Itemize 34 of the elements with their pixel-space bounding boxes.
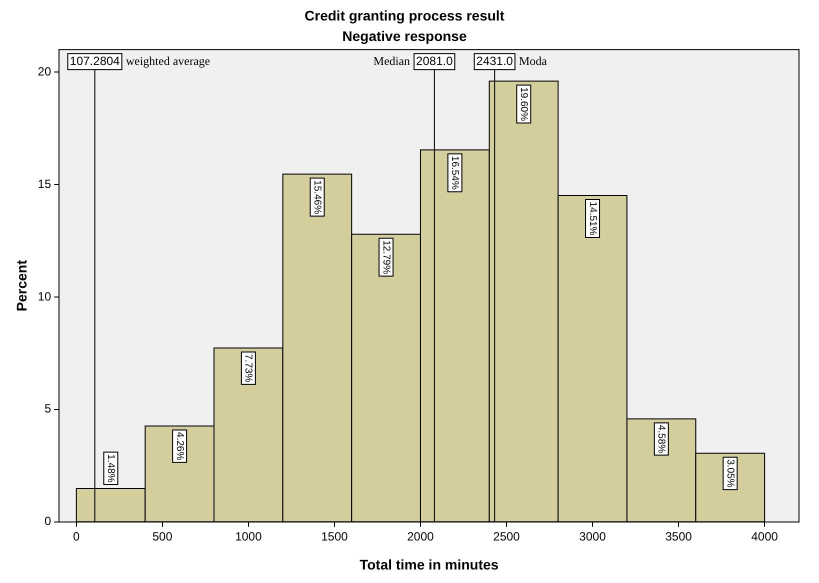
y-tick-label: 20 xyxy=(38,64,52,78)
y-tick-label: 5 xyxy=(44,402,52,416)
data-label: 14.51% xyxy=(586,202,598,236)
ref-line-label: 2431.0 xyxy=(476,54,514,68)
x-tick-label: 1000 xyxy=(235,529,262,544)
x-tick-label: 3500 xyxy=(665,529,692,544)
data-label: 3.05% xyxy=(724,459,736,488)
y-axis-title: Percent xyxy=(13,260,30,312)
x-tick-label: 3000 xyxy=(579,529,606,544)
ref-line-label: 107.2804 xyxy=(70,54,120,68)
x-axis-title: Total time in minutes xyxy=(360,556,499,572)
annotation: Moda xyxy=(518,54,548,68)
x-tick-label: 2000 xyxy=(407,529,434,544)
chart-title: Credit granting process result xyxy=(304,7,505,24)
data-label: 1.48% xyxy=(105,454,116,483)
x-tick-label: 4000 xyxy=(751,529,778,544)
data-label: 4.26% xyxy=(174,432,185,460)
data-label: 16.54% xyxy=(449,156,460,190)
x-tick-label: 1500 xyxy=(321,529,348,544)
x-tick-label: 0 xyxy=(73,529,80,544)
ref-line-label: 2081.0 xyxy=(416,54,454,68)
data-label: 19.60% xyxy=(518,87,529,122)
y-tick-label: 10 xyxy=(38,289,52,304)
data-label: 7.73% xyxy=(242,354,254,382)
chart-subtitle: Negative response xyxy=(342,28,467,44)
y-tick-label: 0 xyxy=(44,514,52,528)
data-label: 12.79% xyxy=(380,240,392,274)
data-label: 4.58% xyxy=(656,424,667,454)
x-tick-label: 2500 xyxy=(493,529,520,544)
y-tick-label: 15 xyxy=(38,176,52,191)
data-label: 15.46% xyxy=(311,180,322,214)
annotation: weighted average xyxy=(126,54,210,68)
x-tick-label: 500 xyxy=(152,529,173,544)
annotation: Median xyxy=(373,54,410,68)
